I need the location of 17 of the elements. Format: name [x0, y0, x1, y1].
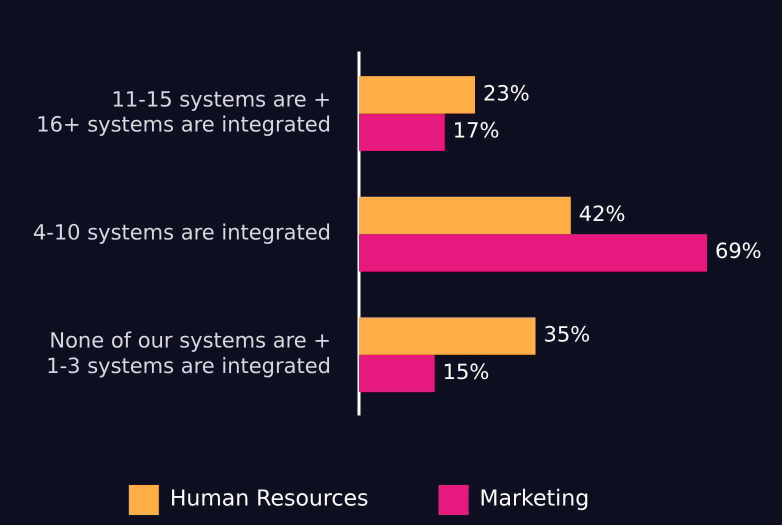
- y-tick-label: 4-10 systems are integrated: [32, 220, 331, 245]
- data-label: 42%: [578, 202, 626, 226]
- y-tick-label: 11-15 systems are + 16+ systems are integrated: [36, 87, 331, 137]
- data-label: 69%: [714, 239, 762, 264]
- bar: [359, 76, 475, 114]
- data-label: 23%: [482, 81, 530, 106]
- legend-label: Human Resources: [170, 486, 369, 512]
- bar: [359, 234, 707, 272]
- legend-label: Marketing: [480, 486, 590, 512]
- bar: [359, 114, 445, 151]
- data-label: 35%: [544, 322, 590, 346]
- y-tick-label: None of our systems are + 1-3 systems are integrated: [46, 328, 331, 378]
- data-label: 15%: [442, 360, 490, 384]
- data-label: 17%: [452, 118, 500, 143]
- bar: [359, 354, 435, 392]
- bar: [359, 196, 571, 234]
- bar: [359, 317, 536, 355]
